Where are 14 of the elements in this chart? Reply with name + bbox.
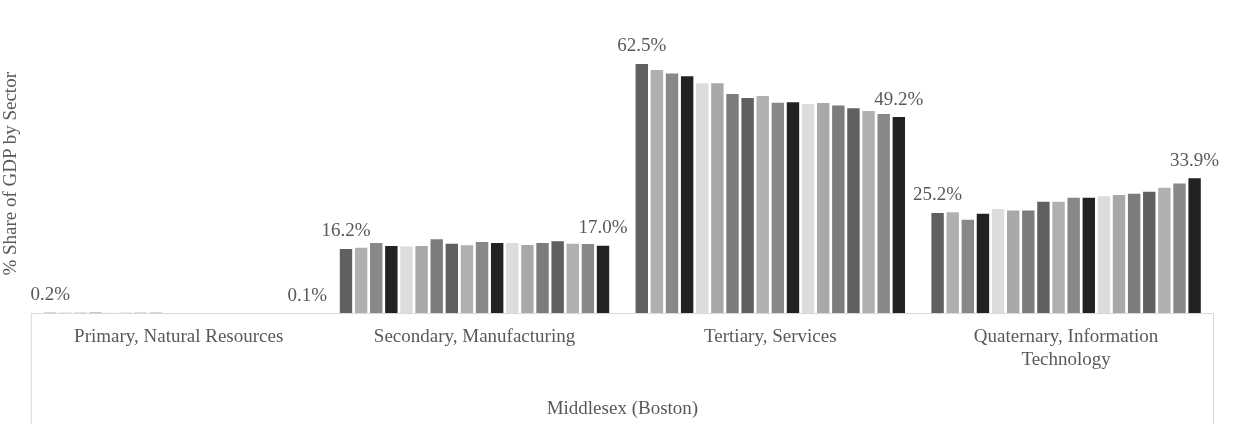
y-axis-title: % Share of GDP by Sector xyxy=(0,71,21,276)
data-label: 0.1% xyxy=(287,283,328,305)
data-label: 16.2% xyxy=(321,219,371,241)
x-axis-title: Middlesex (Boston) xyxy=(546,396,699,419)
x-tick-label: Secondary, Manufacturing xyxy=(373,324,576,346)
x-tick-label: Quaternary, Information Technology xyxy=(973,324,1159,369)
data-label: 62.5% xyxy=(617,34,667,56)
data-label: 0.2% xyxy=(30,283,71,305)
x-tick-label: Tertiary, Services xyxy=(704,324,837,346)
data-label: 49.2% xyxy=(874,87,924,109)
data-label: 25.2% xyxy=(913,183,963,205)
data-label: 17.0% xyxy=(578,216,628,238)
data-label: 33.9% xyxy=(1170,148,1220,170)
x-tick-label: Primary, Natural Resources xyxy=(74,324,284,346)
